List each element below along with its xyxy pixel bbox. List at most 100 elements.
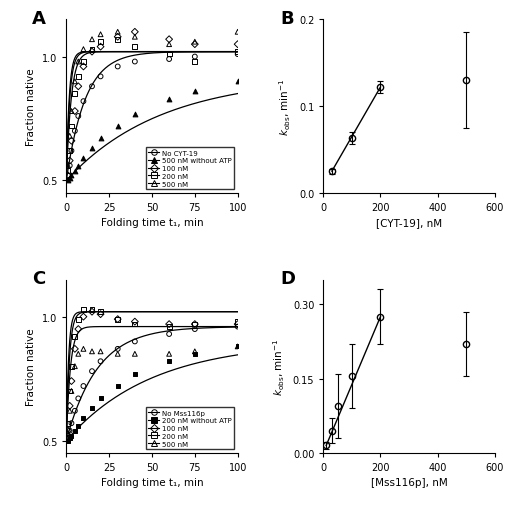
Point xyxy=(96,73,104,81)
Point xyxy=(165,95,173,103)
Point xyxy=(88,46,96,54)
Point xyxy=(233,343,241,351)
Point xyxy=(66,175,74,183)
Point xyxy=(190,320,199,328)
Point xyxy=(79,414,88,422)
Point xyxy=(71,167,79,175)
Point xyxy=(71,128,79,136)
Point xyxy=(96,308,104,316)
Y-axis label: Fraction native: Fraction native xyxy=(26,328,36,405)
Point xyxy=(67,147,75,155)
Point xyxy=(71,91,79,99)
Point xyxy=(130,29,138,37)
Point xyxy=(74,316,82,324)
Point xyxy=(79,98,88,106)
Point xyxy=(88,145,96,153)
Point xyxy=(114,63,122,71)
Point xyxy=(114,316,122,324)
Point xyxy=(165,51,173,59)
Point xyxy=(130,320,138,328)
Point xyxy=(130,43,138,51)
Point xyxy=(66,434,74,442)
Point xyxy=(71,78,79,86)
Point xyxy=(88,48,96,56)
Point xyxy=(190,88,199,96)
Point xyxy=(114,29,122,37)
Point xyxy=(88,348,96,356)
Point xyxy=(79,313,88,321)
X-axis label: Folding time t₁, min: Folding time t₁, min xyxy=(100,218,203,228)
Point xyxy=(190,320,199,328)
Y-axis label: $k_{\rm obs}$, min$^{-1}$: $k_{\rm obs}$, min$^{-1}$ xyxy=(277,78,293,135)
Point xyxy=(165,41,173,49)
Point xyxy=(96,394,104,403)
Point xyxy=(64,172,72,180)
Point xyxy=(64,167,72,175)
Point xyxy=(79,155,88,163)
Point xyxy=(96,43,104,51)
Point xyxy=(130,350,138,358)
Point xyxy=(165,36,173,44)
Point xyxy=(74,394,82,403)
Point xyxy=(71,407,79,415)
Point xyxy=(79,46,88,54)
Point xyxy=(67,362,75,371)
Point xyxy=(79,382,88,390)
Point xyxy=(64,434,72,442)
Point xyxy=(88,36,96,44)
Point xyxy=(114,382,122,390)
Point xyxy=(74,350,82,358)
Point xyxy=(130,110,138,119)
Point xyxy=(88,405,96,413)
Point xyxy=(66,402,74,410)
Point xyxy=(74,422,82,430)
Point xyxy=(190,41,199,49)
Point xyxy=(66,427,74,435)
Point xyxy=(130,59,138,67)
Point xyxy=(64,172,72,180)
Point xyxy=(79,305,88,314)
Point xyxy=(74,162,82,171)
Point xyxy=(233,41,241,49)
Point xyxy=(114,350,122,358)
Point xyxy=(190,348,199,356)
Point xyxy=(88,367,96,376)
Point xyxy=(88,308,96,316)
Y-axis label: $k_{\rm obs}$, min$^{-1}$: $k_{\rm obs}$, min$^{-1}$ xyxy=(271,338,287,395)
Point xyxy=(233,29,241,37)
Point xyxy=(71,427,79,435)
Point xyxy=(233,51,241,59)
Point xyxy=(233,78,241,86)
Point xyxy=(96,31,104,39)
Point xyxy=(88,83,96,91)
Point xyxy=(71,362,79,371)
Point xyxy=(66,132,74,140)
X-axis label: [Mss116p], nM: [Mss116p], nM xyxy=(370,477,446,488)
Point xyxy=(190,325,199,333)
Legend: No CYT-19, 500 nM without ATP, 100 nM, 200 nM, 500 nM: No CYT-19, 500 nM without ATP, 100 nM, 2… xyxy=(146,148,234,190)
Point xyxy=(67,387,75,395)
Point xyxy=(130,318,138,326)
Point xyxy=(67,123,75,131)
Point xyxy=(233,320,241,328)
Point xyxy=(66,387,74,395)
Point xyxy=(66,407,74,415)
Point xyxy=(96,357,104,365)
Text: D: D xyxy=(280,270,295,288)
Point xyxy=(74,325,82,333)
Point xyxy=(114,345,122,353)
Point xyxy=(190,53,199,62)
X-axis label: Folding time t₁, min: Folding time t₁, min xyxy=(100,477,203,488)
Point xyxy=(79,59,88,67)
Point xyxy=(88,305,96,314)
Text: A: A xyxy=(32,10,46,28)
Point xyxy=(74,59,82,67)
Legend: No Mss116p, 200 nM without ATP, 100 nM, 200 nM, 500 nM: No Mss116p, 200 nM without ATP, 100 nM, … xyxy=(146,407,234,449)
Point xyxy=(165,56,173,64)
Point xyxy=(71,108,79,116)
Point xyxy=(67,432,75,440)
Point xyxy=(67,377,75,385)
Point xyxy=(233,323,241,331)
Point xyxy=(71,333,79,341)
Point xyxy=(96,39,104,47)
